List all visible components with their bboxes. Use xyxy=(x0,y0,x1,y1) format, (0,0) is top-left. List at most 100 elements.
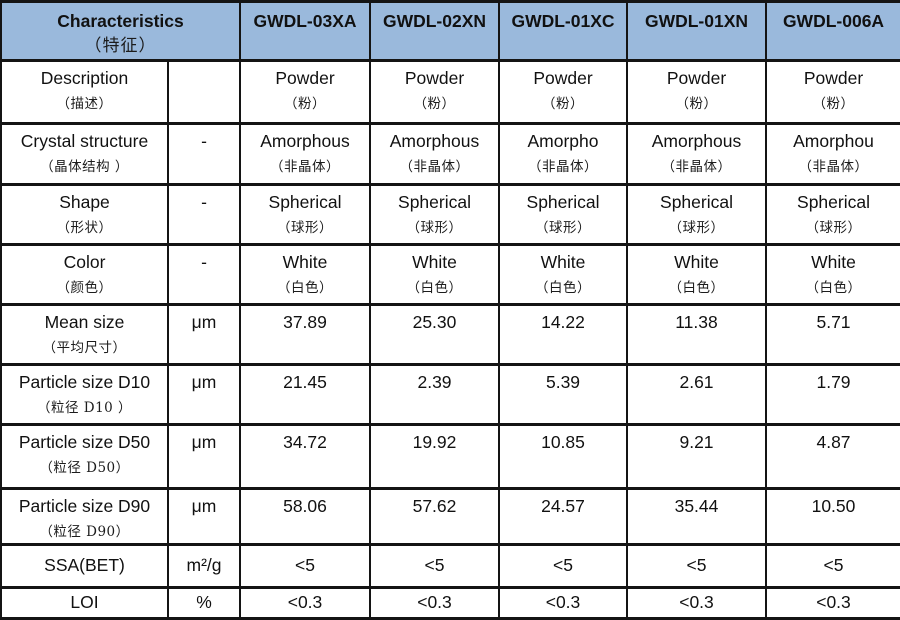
value-cell: <5 xyxy=(765,543,900,589)
row-label-cell: Mean size （平均尺寸） xyxy=(0,303,169,366)
row-label-cell: Particle size D50 （粒径 D50） xyxy=(0,423,169,490)
table-row-mean-size: Mean size （平均尺寸） μm 37.89 25.30 14.22 11… xyxy=(0,303,900,366)
row-label-cell: Color （颜色） xyxy=(0,243,169,306)
column-header-gwdl-01xc: GWDL-01XC xyxy=(498,0,628,62)
table-row-particle-size-d10: Particle size D10 （粒径 D10 ） μm 21.45 2.3… xyxy=(0,363,900,426)
value-cell: <0.3 xyxy=(369,586,500,620)
value-cell: White （白色） xyxy=(626,243,767,306)
value-cell: Powder （粉） xyxy=(239,59,371,125)
row-label-cell: Crystal structure （晶体结构 ） xyxy=(0,122,169,186)
value-cell: Powder （粉） xyxy=(369,59,500,125)
row-label: Color xyxy=(63,252,106,272)
row-label-zh: （颜色） xyxy=(56,279,113,296)
row-label: Mean size xyxy=(44,312,125,332)
table-row-shape: Shape （形状） - Spherical （球形） Spherical （球形）… xyxy=(0,183,900,246)
value-cell: Spherical （球形） xyxy=(765,183,900,246)
value-cell: <0.3 xyxy=(498,586,628,620)
unit-cell: m²/g xyxy=(167,543,241,589)
row-label-zh: （粒径 D90） xyxy=(39,523,130,540)
value-cell: 24.57 xyxy=(498,487,628,546)
unit-cell: μm xyxy=(167,423,241,490)
row-label: Particle size D90 xyxy=(18,496,151,516)
unit-cell: - xyxy=(167,243,241,306)
table-row-ssa-bet: SSA(BET) m²/g <5 <5 <5 <5 <5 xyxy=(0,543,900,589)
value-cell: 58.06 xyxy=(239,487,371,546)
value-cell: 10.50 xyxy=(765,487,900,546)
unit-cell: μm xyxy=(167,303,241,366)
row-label: SSA(BET) xyxy=(44,555,125,576)
value-cell: White （白色） xyxy=(765,243,900,306)
value-cell: <0.3 xyxy=(239,586,371,620)
column-header-gwdl-006a: GWDL-006A xyxy=(765,0,900,62)
unit-cell: % xyxy=(167,586,241,620)
table-row-description: Description （描述） Powder （粉） Powder （粉） Pow… xyxy=(0,59,900,125)
row-label-cell: Description （描述） xyxy=(0,59,169,125)
row-label: Shape xyxy=(59,192,110,212)
table-row-particle-size-d50: Particle size D50 （粒径 D50） μm 34.72 19.9… xyxy=(0,423,900,490)
characteristics-label: Characteristics xyxy=(57,11,184,31)
row-label: Particle size D50 xyxy=(18,432,151,452)
value-cell: 9.21 xyxy=(626,423,767,490)
value-cell: 19.92 xyxy=(369,423,500,490)
unit-cell: - xyxy=(167,183,241,246)
value-cell: 1.79 xyxy=(765,363,900,426)
unit-cell: - xyxy=(167,122,241,186)
value-cell: 2.61 xyxy=(626,363,767,426)
value-cell: 57.62 xyxy=(369,487,500,546)
value-cell: Amorphous （非晶体） xyxy=(239,122,371,186)
value-cell: 34.72 xyxy=(239,423,371,490)
row-label: Particle size D10 xyxy=(18,372,151,392)
value-cell: <5 xyxy=(239,543,371,589)
unit-cell xyxy=(167,59,241,125)
row-label-zh: （粒径 D10 ） xyxy=(36,399,133,416)
characteristics-header-cell: Characteristics （特征） xyxy=(0,0,241,62)
row-label-zh: （描述） xyxy=(56,95,113,112)
value-cell: Spherical （球形） xyxy=(498,183,628,246)
value-cell: 5.39 xyxy=(498,363,628,426)
value-cell: 35.44 xyxy=(626,487,767,546)
value-cell: <5 xyxy=(369,543,500,589)
value-cell: <0.3 xyxy=(626,586,767,620)
header-row: Characteristics （特征） GWDL-03XA GWDL-02XN… xyxy=(0,0,900,62)
value-cell: Powder （粉） xyxy=(626,59,767,125)
table-row-loi: LOI % <0.3 <0.3 <0.3 <0.3 <0.3 xyxy=(0,586,900,620)
table-row-particle-size-d90: Particle size D90 （粒径 D90） μm 58.06 57.6… xyxy=(0,487,900,546)
value-cell: <0.3 xyxy=(765,586,900,620)
value-cell: Spherical （球形） xyxy=(626,183,767,246)
value-cell: 11.38 xyxy=(626,303,767,366)
table-row-color: Color （颜色） - White （白色） White （白色） White （白… xyxy=(0,243,900,306)
value-cell: White （白色） xyxy=(498,243,628,306)
row-label: Description xyxy=(40,68,129,88)
row-label-cell: SSA(BET) xyxy=(0,543,169,589)
value-cell: White （白色） xyxy=(239,243,371,306)
value-cell: 10.85 xyxy=(498,423,628,490)
value-cell: 21.45 xyxy=(239,363,371,426)
characteristics-label-zh: （特征） xyxy=(84,35,157,56)
row-label-cell: Particle size D90 （粒径 D90） xyxy=(0,487,169,546)
value-cell: 14.22 xyxy=(498,303,628,366)
value-cell: <5 xyxy=(498,543,628,589)
value-cell: Powder （粉） xyxy=(498,59,628,125)
unit-cell: μm xyxy=(167,363,241,426)
value-cell: Powder （粉） xyxy=(765,59,900,125)
row-label: LOI xyxy=(70,592,99,613)
value-cell: White （白色） xyxy=(369,243,500,306)
row-label-cell: Shape （形状） xyxy=(0,183,169,246)
value-cell: Spherical （球形） xyxy=(369,183,500,246)
value-cell: Spherical （球形） xyxy=(239,183,371,246)
row-label-zh: （晶体结构 ） xyxy=(40,158,129,175)
row-label-cell: LOI xyxy=(0,586,169,620)
column-header-gwdl-01xn: GWDL-01XN xyxy=(626,0,767,62)
row-label-cell: Particle size D10 （粒径 D10 ） xyxy=(0,363,169,426)
value-cell: <5 xyxy=(626,543,767,589)
value-cell: Amorpho （非晶体） xyxy=(498,122,628,186)
unit-cell: μm xyxy=(167,487,241,546)
row-label-zh: （形状） xyxy=(56,219,113,236)
row-label: Crystal structure xyxy=(20,131,149,151)
value-cell: Amorphous （非晶体） xyxy=(626,122,767,186)
value-cell: 37.89 xyxy=(239,303,371,366)
value-cell: Amorphou （非晶体） xyxy=(765,122,900,186)
value-cell: 25.30 xyxy=(369,303,500,366)
value-cell: 4.87 xyxy=(765,423,900,490)
